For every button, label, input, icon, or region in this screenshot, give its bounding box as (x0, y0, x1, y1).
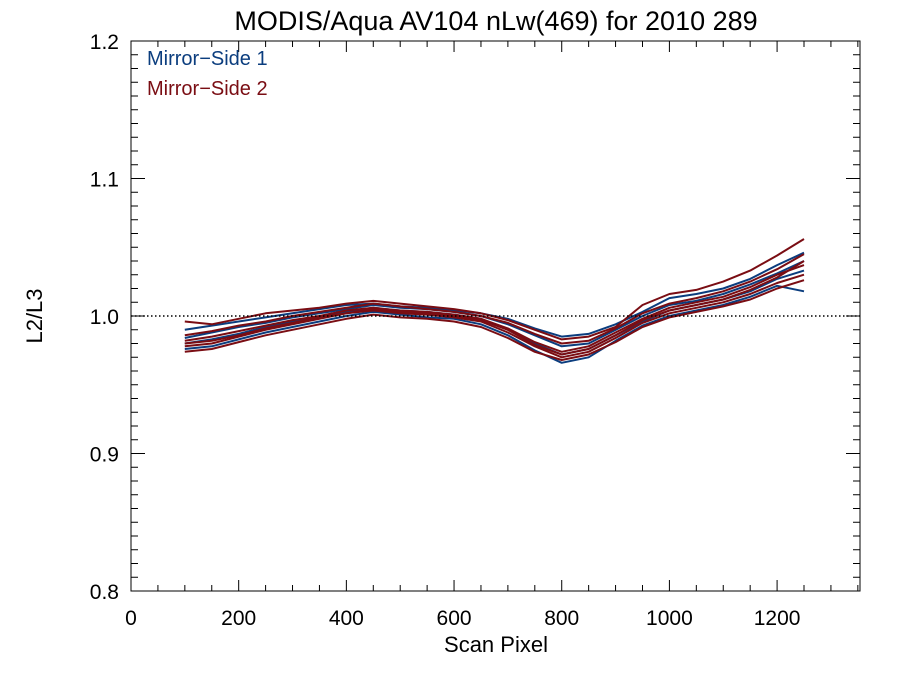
x-tick-labels: 0 200 400 600 800 1000 1200 (125, 607, 800, 630)
x-tick-label: 1200 (754, 607, 801, 630)
series-2-line-5 (184, 253, 805, 345)
x-tick-label: 400 (329, 607, 364, 630)
series-2-line-1 (184, 238, 805, 341)
x-tick-label: 600 (437, 607, 472, 630)
y-tick-label: 1.0 (90, 306, 119, 329)
series-lines (184, 238, 805, 364)
series-2-line-4 (184, 279, 805, 361)
x-tick-label: 800 (544, 607, 579, 630)
series-2-line-3 (184, 273, 805, 359)
y-tick-label: 0.8 (90, 581, 119, 604)
x-tick-label: 0 (125, 607, 137, 630)
chart-title: MODIS/Aqua AV104 nLw(469) for 2010 289 (234, 6, 757, 36)
y-tick-label: 1.2 (90, 31, 119, 54)
y-tick-label: 1.1 (90, 169, 119, 192)
legend: Mirror−Side 1 Mirror−Side 2 (147, 48, 268, 100)
series-2-line-2 (184, 264, 805, 353)
y-tick-label: 0.9 (90, 444, 119, 467)
series-1-line-3 (184, 284, 805, 364)
series-2-line-6 (184, 260, 805, 356)
axis-ticks (130, 40, 860, 592)
y-axis-label: L2/L3 (22, 288, 47, 343)
x-tick-label: 1000 (646, 607, 693, 630)
x-axis-label: Scan Pixel (444, 632, 548, 657)
x-tick-label: 200 (221, 607, 256, 630)
y-tick-labels: 0.8 0.9 1.0 1.1 1.2 (90, 31, 119, 604)
legend-item-1: Mirror−Side 1 (147, 48, 268, 70)
legend-item-2: Mirror−Side 2 (147, 78, 268, 100)
